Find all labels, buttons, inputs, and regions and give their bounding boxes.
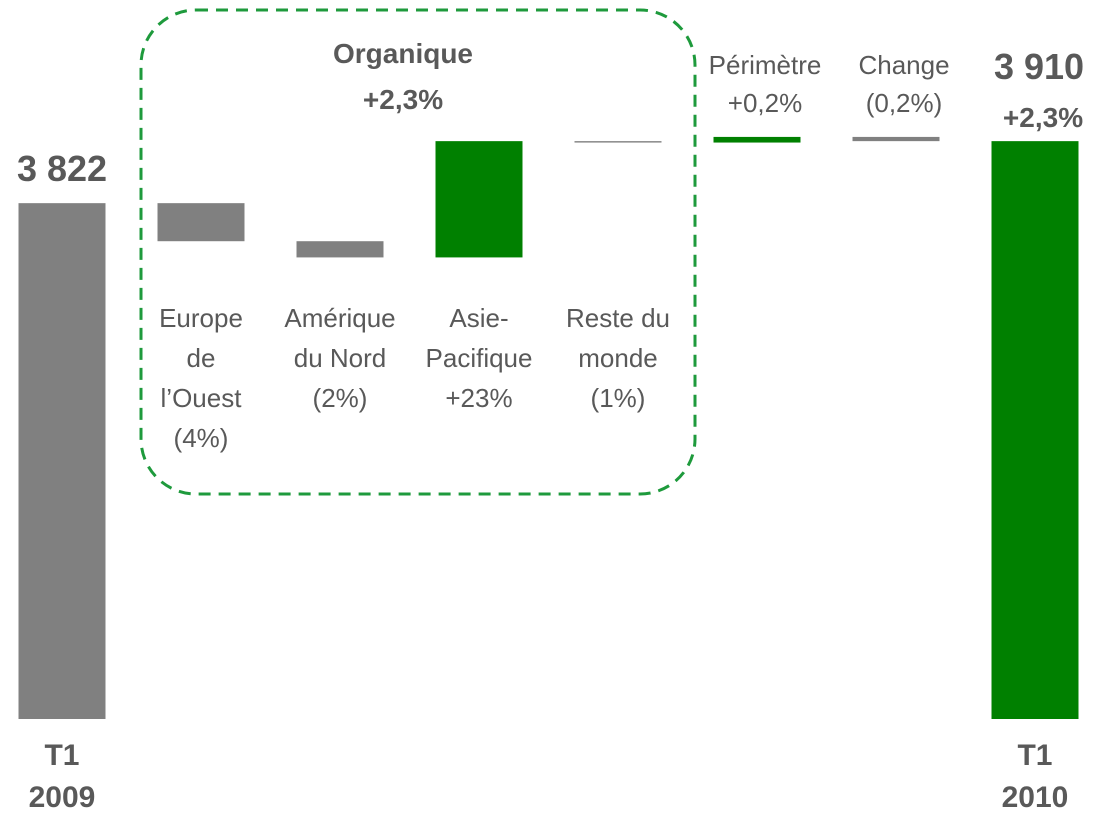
category-label: Asie-Pacifique xyxy=(425,303,533,373)
category-label: Change xyxy=(858,50,950,80)
category-label: Périmètre xyxy=(708,50,822,80)
bar xyxy=(157,203,245,242)
organique-box xyxy=(139,8,697,496)
change-label: (1%) xyxy=(590,383,646,413)
bar xyxy=(435,141,523,258)
change-label: (2%) xyxy=(312,383,368,413)
category-block: Amérique du Nord (2%) xyxy=(270,298,410,418)
category-block: Asie-Pacifique +23% xyxy=(409,298,549,418)
bar xyxy=(18,203,106,720)
bar xyxy=(991,141,1079,719)
category-block: Change (0,2%) xyxy=(824,46,984,122)
value-label: 3 822 xyxy=(16,148,108,189)
bar xyxy=(296,241,384,258)
change-label: +2,3% xyxy=(1002,102,1084,133)
bar xyxy=(574,141,662,143)
bar xyxy=(713,136,801,143)
category-block: Europe de l’Ouest (4%) xyxy=(145,298,257,458)
category-label: T1 2010 xyxy=(1001,739,1069,814)
category-label: Europe de l’Ouest xyxy=(159,303,243,413)
category-block: Périmètre +0,2% xyxy=(685,46,845,122)
change-label: +23% xyxy=(445,383,513,413)
change-label: (4%) xyxy=(173,423,229,453)
category-label: Reste du monde xyxy=(565,303,671,373)
bar xyxy=(852,136,940,142)
category-block: Reste du monde (1%) xyxy=(548,298,688,418)
organique-title: Organique xyxy=(332,38,474,69)
value-label: 3 910 xyxy=(993,46,1085,87)
organique-change: +2,3% xyxy=(362,84,444,115)
change-label: +0,2% xyxy=(727,88,803,118)
change-label: (0,2%) xyxy=(865,88,943,118)
category-label: Amérique du Nord xyxy=(284,303,396,373)
category-label: T1 2009 xyxy=(28,739,96,814)
